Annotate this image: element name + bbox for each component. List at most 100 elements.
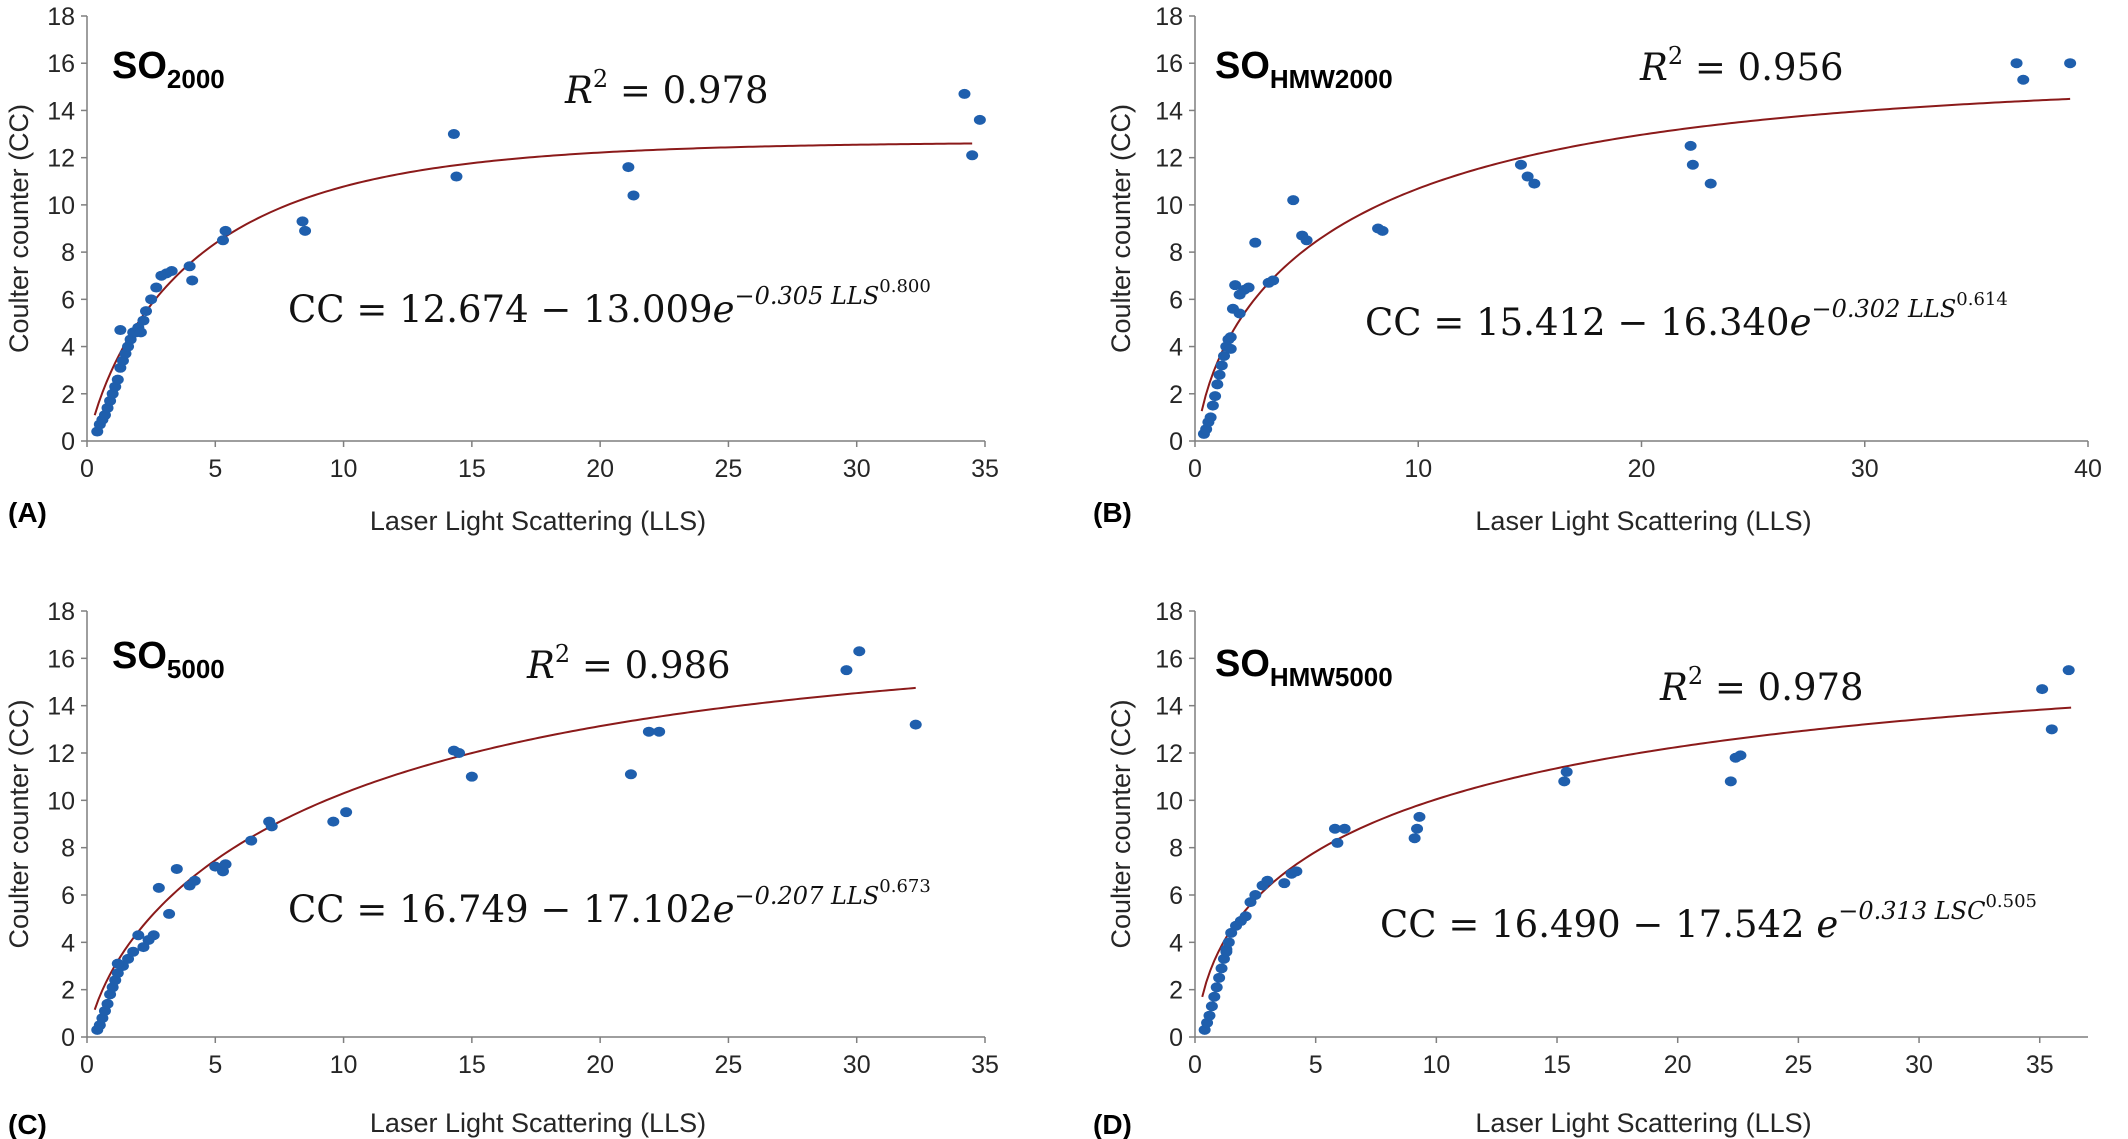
data-point [1239,911,1252,922]
x-tick-label: 15 [1543,1051,1571,1079]
r-squared-label: R2 = 0.978 [564,65,769,112]
x-tick-label: 5 [208,455,222,483]
panel-letter: (A) [8,497,47,528]
data-point [183,261,196,272]
fit-curve [93,142,973,416]
y-tick-label: 18 [47,3,75,31]
data-point [1528,178,1541,189]
y-tick-label: 10 [47,192,75,220]
data-point [1210,982,1223,993]
data-point [2064,58,2077,69]
data-point [1686,159,1699,170]
data-point [186,275,199,286]
y-tick-label: 16 [47,50,75,78]
data-point [2062,665,2075,676]
r-squared-symbol: R [1639,46,1668,89]
equation-exponent: −0.207 LLS [735,882,880,910]
y-tick-label: 12 [1155,145,1183,173]
panel-letter: (D) [1093,1109,1132,1139]
data-point [1704,178,1717,189]
y-tick-label: 6 [1169,882,1183,910]
x-tick-label: 30 [843,455,871,483]
x-tick-label: 0 [1188,1051,1202,1079]
data-point [1338,823,1351,834]
y-tick-label: 0 [1169,1024,1183,1052]
y-tick-label: 12 [47,740,75,768]
data-point [147,930,160,941]
data-point [327,816,340,827]
data-point [2010,58,2023,69]
x-tick-label: 10 [1404,455,1432,483]
x-tick-label: 40 [2074,455,2102,483]
panel-title-main: SO [112,635,167,677]
x-tick-label: 25 [1784,1051,1812,1079]
y-tick-label: 2 [61,381,75,409]
data-point [1218,351,1231,361]
equation-lhs: CC = 16.749 − 17.102 [288,888,713,931]
equation-lhs: CC = 12.674 − 13.009 [288,288,713,331]
fit-equation: CC = 16.490 − 17.542 e−0.313 LSC0.505 [1380,891,2037,946]
data-point [1233,289,1246,300]
data-point [1211,379,1224,390]
fit-equation: CC = 15.412 − 16.340e−0.302 LLS0.614 [1365,289,2008,344]
r-squared-label: R2 = 0.956 [1639,42,1844,89]
data-point [1233,308,1246,319]
data-point [1261,875,1274,886]
equation-lhs: CC = 16.490 − 17.542 [1380,903,1816,946]
x-tick-label: 10 [330,455,358,483]
y-tick-label: 14 [1155,97,1183,125]
data-point [1411,823,1424,834]
chart-panel-3: 0 2 4 6 8 10 12 14 16 18 0 5 10 15 20 25 30 35 Laser Light… [1093,598,2088,1139]
data-point [450,171,463,182]
y-tick-label: 6 [1169,286,1183,314]
data-point [1290,866,1303,877]
equation-power: 0.614 [1956,289,2008,310]
x-tick-label: 15 [458,1051,486,1079]
data-point [1220,946,1233,957]
data-point [1287,195,1300,206]
equation-base: e [713,888,735,931]
data-point [216,235,229,246]
data-point [1684,140,1697,151]
y-tick-label: 0 [61,1024,75,1052]
data-point [219,859,232,870]
data-point [1204,412,1217,423]
data-point [840,665,853,676]
y-tick-label: 6 [61,882,75,910]
data-point [170,863,183,874]
data-point [447,129,460,140]
y-tick-label: 0 [1169,428,1183,456]
data-point [299,225,312,236]
fit-curve [93,686,916,1011]
data-point [1208,991,1221,1002]
data-point [1222,937,1235,948]
y-tick-label: 16 [1155,645,1183,673]
data-point [1267,275,1280,286]
y-axis-label: Coulter counter (CC) [4,699,34,948]
panel-title: SOHMW5000 [1215,643,1393,692]
equation-base: e [1816,903,1838,946]
data-point [1328,823,1341,834]
y-tick-label: 10 [1155,192,1183,220]
y-tick-label: 12 [1155,740,1183,768]
equation-exponent: −0.313 LSC [1838,897,1985,925]
y-tick-label: 16 [1155,50,1183,78]
r-squared-exponent: 2 [555,640,570,668]
x-tick-label: 30 [1905,1051,1933,1079]
data-point [1521,171,1534,182]
data-point [1206,400,1219,411]
panel-letter: (B) [1093,497,1132,528]
data-point [642,726,655,737]
y-tick-label: 8 [61,239,75,267]
data-point [340,807,353,818]
y-tick-label: 18 [1155,598,1183,626]
x-axis-label: Laser Light Scattering (LLS) [1475,506,1811,536]
x-tick-label: 15 [458,455,486,483]
data-point [219,225,232,236]
data-point [163,908,176,919]
panel-title-main: SO [1215,643,1270,685]
panel-title: SO2000 [112,45,225,94]
data-point [2045,724,2058,735]
